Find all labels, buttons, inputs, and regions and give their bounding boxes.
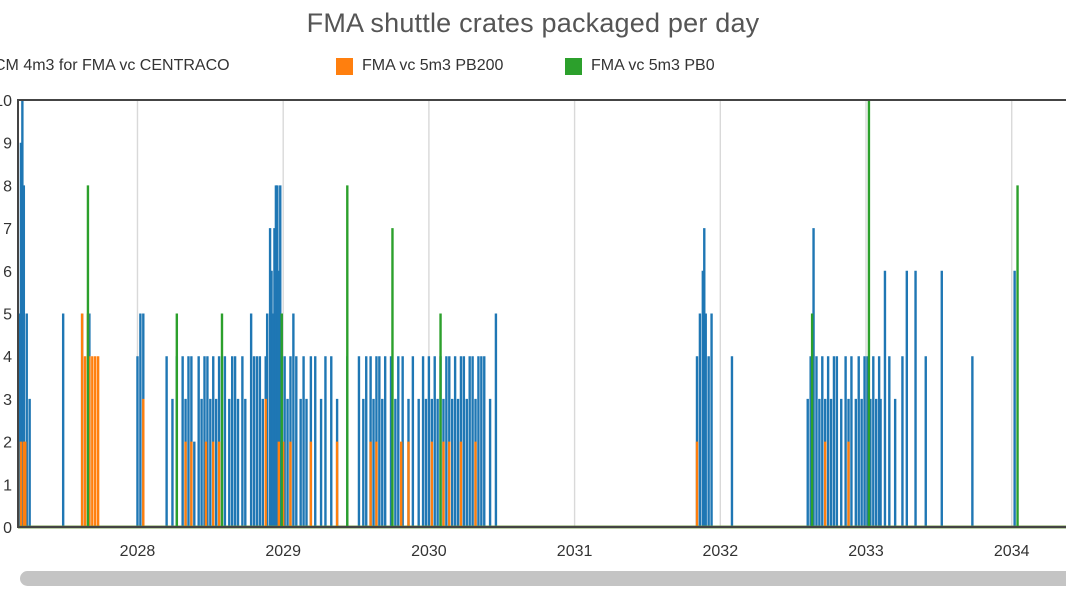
x-tick-label-2034: 2034 <box>994 543 1030 560</box>
y-tick-label-2: 2 <box>3 435 12 452</box>
y-tick-label-0: 0 <box>3 520 12 537</box>
chart-title: FMA shuttle crates packaged per day <box>306 8 760 38</box>
legend-swatch-pb200 <box>336 57 353 75</box>
legend-label-pb200: FMA vc 5m3 PB200 <box>362 57 504 74</box>
x-tick-label-2033: 2033 <box>848 543 884 560</box>
y-tick-label-10: 10 <box>0 93 12 110</box>
y-tick-label-8: 8 <box>3 178 12 195</box>
legend-item-pb0[interactable]: FMA vc 5m3 PB0 <box>565 55 715 77</box>
y-tick-label-1: 1 <box>3 477 12 494</box>
x-tick-label-2031: 2031 <box>557 543 593 560</box>
legend-label-centraco: CM 4m3 for FMA vc CENTRACO <box>0 57 230 74</box>
plot-frame <box>17 99 1066 528</box>
y-tick-label-7: 7 <box>3 221 12 238</box>
legend-item-centraco[interactable]: CM 4m3 for FMA vc CENTRACO <box>0 55 230 77</box>
legend-item-pb200[interactable]: FMA vc 5m3 PB200 <box>336 55 503 77</box>
y-tick-label-5: 5 <box>3 307 12 324</box>
y-tick-label-3: 3 <box>3 392 12 409</box>
legend-swatch-pb0 <box>565 57 582 75</box>
x-tick-label-2028: 2028 <box>120 543 156 560</box>
legend-label-pb0: FMA vc 5m3 PB0 <box>591 57 715 74</box>
x-tick-label-2030: 2030 <box>411 543 447 560</box>
x-tick-label-2029: 2029 <box>265 543 301 560</box>
y-tick-label-9: 9 <box>3 136 12 153</box>
y-tick-label-4: 4 <box>3 349 12 366</box>
x-tick-label-2032: 2032 <box>703 543 739 560</box>
y-tick-label-6: 6 <box>3 264 12 281</box>
range-scrollbar[interactable] <box>20 571 1066 586</box>
